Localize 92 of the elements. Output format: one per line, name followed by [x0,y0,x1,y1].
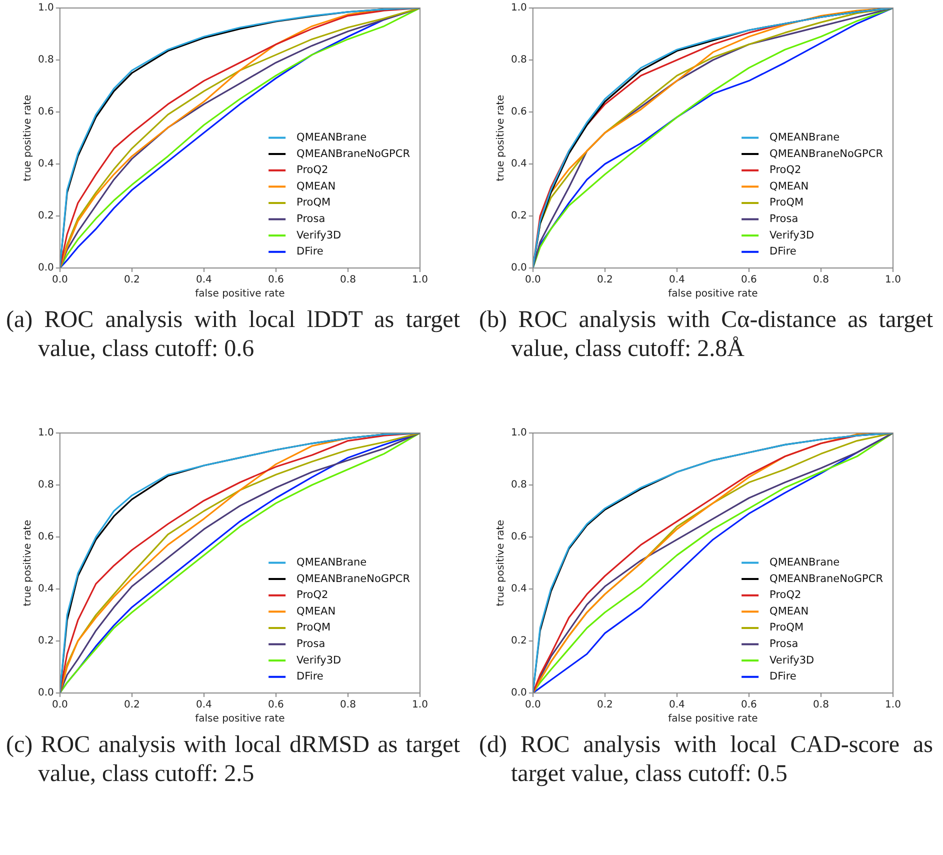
text: (c) ROC analysis with local dRMSD as target value, class cutoff: 2.5 [5,731,461,789]
legend-label: QMEANBraneNoGPCR [296,572,410,585]
x-tick-label: 0.6 [741,274,757,286]
text: (d) ROC analysis with local CAD-score as target value, class cutoff: 0.5 [478,731,934,789]
legend-label: ProQM [296,622,331,634]
x-tick-label: 0.8 [340,700,356,711]
y-tick-label: 1.0 [38,428,54,439]
y-tick-label: 0.6 [38,532,54,543]
x-tick-label: 1.0 [885,274,901,286]
y-axis-title: true positive rate [22,520,34,606]
x-tick-label: 0.0 [52,700,68,711]
x-tick-label: 0.0 [524,274,541,286]
legend-label: ProQM [770,622,804,634]
y-tick-label: 0.0 [510,262,527,274]
legend-label: Verify3D [296,654,342,666]
legend-label: QMEAN [296,180,336,192]
legend-label: QMEANBrane [770,556,840,568]
legend-label: DFire [770,246,796,258]
x-tick-label: 0.2 [596,274,613,286]
y-tick-label: 0.4 [510,584,527,595]
y-tick-label: 0.0 [510,688,527,699]
y-tick-label: 1.0 [510,428,527,439]
legend-label: QMEAN [770,180,809,192]
y-tick-label: 0.4 [38,158,54,170]
y-tick-label: 0.8 [38,480,54,491]
x-tick-label: 0.4 [196,700,212,711]
legend-label: QMEANBrane [296,131,367,144]
legend-label: Verify3D [770,654,814,666]
y-tick-label: 0.2 [38,636,54,647]
legend-label: ProQ2 [770,164,802,176]
legend-label: QMEANBrane [296,556,367,568]
legend-label: ProQM [296,196,331,209]
legend-label: DFire [770,670,796,683]
x-axis-title: false positive rate [195,288,285,300]
legend-label: Verify3D [296,229,342,242]
y-axis-title: true positive rate [496,94,507,182]
y-tick-label: 0.0 [38,262,54,274]
y-tick-label: 0.4 [38,584,54,595]
y-tick-label: 0.8 [510,480,527,491]
legend-label: DFire [296,670,324,683]
y-tick-label: 1.0 [38,2,54,14]
x-tick-label: 1.0 [412,274,428,286]
x-axis-title: false positive rate [668,288,758,300]
legend-label: ProQM [770,196,804,209]
x-tick-label: 0.2 [124,700,140,711]
y-tick-label: 0.6 [38,106,54,118]
x-tick-label: 0.8 [813,700,829,711]
y-tick-label: 0.6 [510,106,527,118]
legend-label: QMEAN [770,605,809,618]
legend-label: ProQ2 [296,164,328,176]
legend-label: QMEANBrane [770,131,840,144]
y-tick-label: 0.8 [510,54,527,66]
y-tick-label: 0.2 [510,636,527,647]
x-tick-label: 1.0 [412,700,428,711]
y-tick-label: 0.2 [510,210,527,222]
x-tick-label: 0.4 [668,700,685,711]
y-tick-label: 0.0 [38,688,54,699]
y-axis-title: true positive rate [496,520,507,606]
x-tick-label: 0.4 [668,274,685,286]
text: (b) ROC analysis with Cα-distance as target value, class cutoff: 2.8Å [478,306,934,364]
x-tick-label: 0.8 [813,274,829,286]
x-tick-label: 0.2 [124,274,140,286]
x-tick-label: 0.0 [524,700,541,711]
y-tick-label: 0.4 [510,158,527,170]
legend-label: ProQ2 [770,589,802,602]
y-axis-title: true positive rate [22,94,34,182]
legend-label: Prosa [296,212,326,225]
x-tick-label: 0.8 [340,274,356,286]
x-axis-title: false positive rate [195,714,285,725]
x-tick-label: 0.6 [741,700,757,711]
legend-label: Prosa [296,638,326,650]
legend-label: Prosa [770,638,798,650]
x-axis-title: false positive rate [668,714,758,725]
legend-label: ProQ2 [296,589,328,602]
x-tick-label: 1.0 [885,700,901,711]
x-tick-label: 0.6 [268,274,284,286]
x-tick-label: 0.2 [596,700,613,711]
legend-label: Prosa [770,212,798,225]
x-tick-label: 0.4 [196,274,212,286]
y-tick-label: 0.2 [38,210,54,222]
x-tick-label: 0.6 [268,700,284,711]
legend-label: QMEANBraneNoGPCR [770,148,884,160]
text: (a) ROC analysis with local lDDT as target value, class cutoff: 0.6 [5,306,461,364]
y-tick-label: 0.8 [38,54,54,66]
legend-label: Verify3D [770,229,814,242]
y-tick-label: 1.0 [510,2,527,14]
legend-label: QMEANBraneNoGPCR [296,148,410,160]
legend-label: QMEANBraneNoGPCR [770,572,884,585]
legend-label: QMEAN [296,605,336,618]
y-tick-label: 0.6 [510,532,527,543]
x-tick-label: 0.0 [52,274,68,286]
legend-label: DFire [296,246,324,258]
